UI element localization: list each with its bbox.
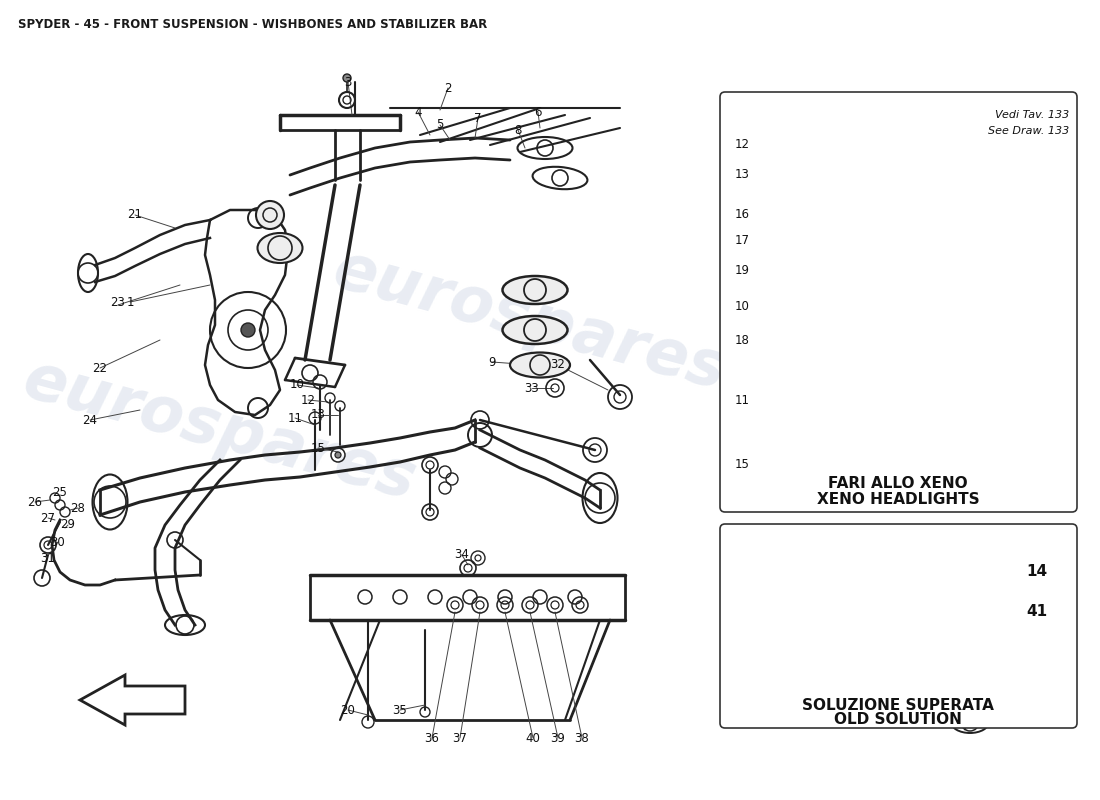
Text: 17: 17 (735, 234, 749, 246)
Text: 11: 11 (287, 411, 303, 425)
Text: 1: 1 (126, 295, 134, 309)
Text: 41: 41 (1026, 605, 1047, 619)
Text: FARI ALLO XENO: FARI ALLO XENO (828, 477, 968, 491)
Text: 4: 4 (415, 106, 421, 118)
Text: 9: 9 (488, 355, 496, 369)
Text: SPYDER - 45 - FRONT SUSPENSION - WISHBONES AND STABILIZER BAR: SPYDER - 45 - FRONT SUSPENSION - WISHBON… (18, 18, 487, 31)
Text: Vedi Tav. 133: Vedi Tav. 133 (994, 110, 1069, 120)
Text: 10: 10 (289, 378, 305, 391)
Ellipse shape (510, 353, 570, 378)
Text: 19: 19 (735, 263, 749, 277)
Text: 10: 10 (735, 301, 749, 314)
Text: 27: 27 (41, 511, 55, 525)
Text: SOLUZIONE SUPERATA: SOLUZIONE SUPERATA (802, 698, 994, 714)
Text: 22: 22 (92, 362, 108, 374)
Circle shape (256, 201, 284, 229)
Text: 23: 23 (111, 295, 125, 309)
Text: 12: 12 (735, 138, 749, 150)
Text: 16: 16 (735, 207, 749, 221)
Text: OLD SOLUTION: OLD SOLUTION (834, 713, 961, 727)
Text: 34: 34 (454, 549, 470, 562)
Text: 28: 28 (70, 502, 86, 514)
Text: 15: 15 (735, 458, 749, 470)
Text: 36: 36 (425, 731, 439, 745)
Text: 15: 15 (310, 442, 326, 454)
Text: 14: 14 (1026, 565, 1047, 579)
Text: 32: 32 (551, 358, 565, 371)
Text: 26: 26 (28, 495, 43, 509)
Text: 31: 31 (41, 551, 55, 565)
Text: 33: 33 (525, 382, 539, 394)
Text: 8: 8 (515, 123, 521, 137)
Text: XENO HEADLIGHTS: XENO HEADLIGHTS (816, 493, 979, 507)
Circle shape (241, 323, 255, 337)
Text: 30: 30 (51, 535, 65, 549)
Ellipse shape (257, 233, 303, 263)
Circle shape (890, 242, 900, 252)
Text: 13: 13 (310, 409, 326, 422)
Text: 25: 25 (53, 486, 67, 498)
Text: 40: 40 (526, 731, 540, 745)
Text: 11: 11 (735, 394, 749, 406)
Text: eurospares: eurospares (327, 238, 733, 402)
Ellipse shape (503, 316, 568, 344)
Text: 13: 13 (735, 167, 749, 181)
Text: 29: 29 (60, 518, 76, 531)
Text: 5: 5 (437, 118, 443, 131)
Text: eurospares: eurospares (16, 348, 424, 512)
FancyArrow shape (80, 675, 185, 725)
Text: 12: 12 (300, 394, 316, 406)
Text: 6: 6 (535, 106, 541, 118)
FancyBboxPatch shape (720, 524, 1077, 728)
Text: 3: 3 (344, 75, 352, 89)
Text: 39: 39 (551, 731, 565, 745)
Text: 37: 37 (452, 731, 468, 745)
Circle shape (336, 452, 341, 458)
Text: 2: 2 (444, 82, 452, 94)
Text: 20: 20 (341, 703, 355, 717)
Circle shape (865, 533, 874, 543)
Text: 18: 18 (735, 334, 749, 346)
FancyBboxPatch shape (720, 92, 1077, 512)
Text: 24: 24 (82, 414, 98, 426)
Text: See Draw. 133: See Draw. 133 (988, 126, 1069, 136)
Circle shape (343, 74, 351, 82)
Text: 21: 21 (128, 209, 143, 222)
Text: 35: 35 (393, 703, 407, 717)
Ellipse shape (503, 276, 568, 304)
Text: 38: 38 (574, 731, 590, 745)
Text: 7: 7 (474, 111, 482, 125)
